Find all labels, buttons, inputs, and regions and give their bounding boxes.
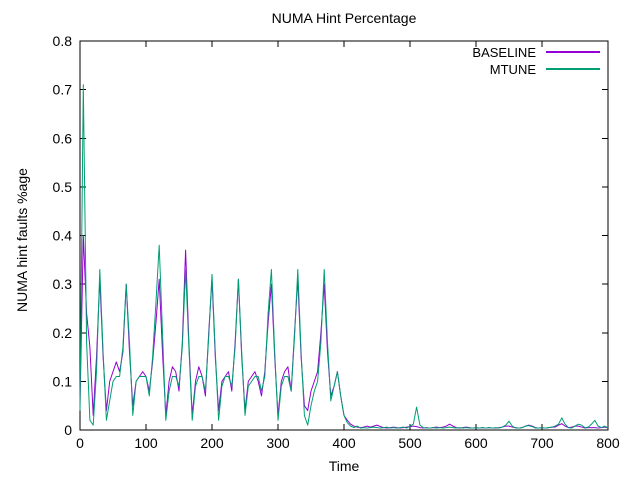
y-tick-label: 0.4 (53, 228, 73, 244)
legend: BASELINE MTUNE (472, 44, 600, 77)
plot-border (79, 40, 609, 431)
baseline-line-swatch (546, 51, 600, 53)
x-tick-label: 300 (266, 435, 290, 451)
x-tick-label: 200 (200, 435, 224, 451)
y-tick-label: 0 (64, 422, 72, 438)
y-tick-label: 0.6 (53, 130, 73, 146)
y-tick-label: 0.7 (53, 82, 73, 98)
x-tick-label: 500 (398, 435, 422, 451)
baseline-series-line (79, 235, 609, 429)
legend-item-mtune: MTUNE (472, 61, 600, 77)
y-tick-label: 0.1 (53, 373, 73, 389)
y-axis-label: NUMA hint faults %age (14, 168, 30, 312)
y-tick-label: 0.3 (53, 276, 73, 292)
y-tick-label: 0.8 (53, 33, 73, 49)
legend-label-mtune: MTUNE (489, 61, 536, 77)
legend-item-baseline: BASELINE (472, 44, 600, 60)
chart-title: NUMA Hint Percentage (271, 10, 417, 26)
x-tick-label: 0 (76, 435, 84, 451)
mtune-series-line (79, 84, 609, 429)
x-tick-label: 100 (134, 435, 158, 451)
x-tick-label: 600 (464, 435, 488, 451)
x-tick-label: 400 (332, 435, 356, 451)
y-tick-label: 0.5 (53, 179, 73, 195)
x-axis-label: Time (328, 458, 360, 474)
legend-label-baseline: BASELINE (472, 44, 536, 60)
x-tick-label: 700 (530, 435, 554, 451)
y-tick-label: 0.2 (53, 325, 73, 341)
mtune-line-swatch (546, 68, 600, 70)
x-tick-label: 800 (596, 435, 620, 451)
